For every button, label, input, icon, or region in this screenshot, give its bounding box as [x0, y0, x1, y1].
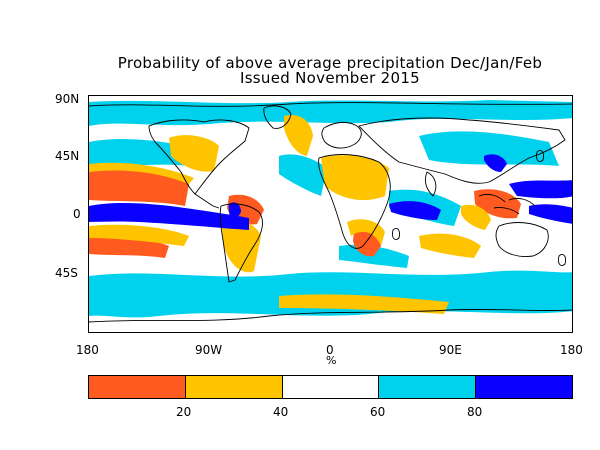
colorbar-tick-80: 80	[467, 405, 483, 419]
shade-enso-blue	[89, 203, 249, 230]
coast-madagascar	[392, 227, 400, 241]
coast-japan	[536, 149, 544, 163]
shade-china-blue	[484, 154, 507, 172]
shade-indian-yellow	[419, 233, 481, 258]
lon-label-90w: 90W	[195, 343, 223, 357]
coast-maritime	[478, 193, 536, 215]
shade-atl-yellow	[284, 114, 313, 156]
shade-spole-yellow	[279, 294, 449, 314]
lat-label-45s: 45S	[55, 266, 78, 280]
precipitation-map	[88, 95, 573, 333]
shade-npac-red	[89, 169, 189, 206]
coast-europe	[321, 121, 362, 149]
coast-india	[424, 171, 437, 197]
shade-samerica-yellow	[221, 218, 261, 273]
shade-peru-blue	[228, 202, 241, 222]
shade-atlantic-blue	[279, 154, 327, 196]
shade-us-yellow	[169, 135, 219, 172]
colorbar-segment-4	[379, 376, 477, 398]
colorbar-tick-40: 40	[273, 405, 289, 419]
coast-asia	[358, 117, 566, 184]
colorbar-segment-5	[476, 376, 572, 398]
lon-label-180e: 180	[560, 343, 583, 357]
coast-antarctica	[89, 308, 572, 323]
coast-africa	[318, 154, 391, 249]
lon-label-0: 0	[326, 343, 334, 357]
colorbar-segment-1	[89, 376, 186, 398]
coastlines	[89, 102, 572, 323]
shade-maritime-red	[474, 189, 521, 219]
shade-npac-yellow	[89, 162, 194, 184]
lon-label-90e: 90E	[439, 343, 462, 357]
coast-south-america	[219, 203, 263, 283]
coast-greenland	[263, 105, 292, 129]
coast-nz	[558, 253, 566, 267]
coast-central-america	[194, 193, 220, 209]
shade-safrica-blue	[339, 244, 409, 268]
colorbar	[88, 375, 573, 399]
map-title: Probability of above average precipitati…	[117, 54, 543, 72]
coast-australia	[495, 222, 549, 257]
lat-label-90n: 90N	[55, 92, 80, 106]
shade-maritime-yellow	[461, 204, 491, 230]
shade-wpac-blue2	[529, 204, 572, 224]
colorbar-segment-3	[282, 376, 380, 398]
map-subtitle: Issued November 2015	[239, 69, 421, 87]
shade-wpac-blue	[509, 180, 572, 199]
colorbar-tick-60: 60	[370, 405, 386, 419]
coast-north-america	[148, 119, 250, 195]
shade-spac-yellow	[89, 224, 189, 246]
shade-africa-yellow	[321, 155, 389, 201]
lat-label-0: 0	[73, 207, 81, 221]
probability-shading	[89, 100, 572, 318]
shade-southern-blue	[89, 270, 572, 318]
colorbar-segment-2	[185, 376, 283, 398]
map-canvas	[89, 100, 572, 323]
lat-label-45n: 45N	[55, 149, 80, 163]
unit-label: %	[326, 354, 337, 367]
shade-safrica-yellow	[347, 219, 385, 246]
colorbar-tick-20: 20	[176, 405, 192, 419]
shade-eafrica-blue	[389, 201, 441, 220]
coast-arctic	[89, 102, 572, 107]
shade-npac-blue	[89, 139, 189, 167]
lon-label-180w: 180	[76, 343, 99, 357]
shade-asia-blue	[419, 131, 559, 166]
